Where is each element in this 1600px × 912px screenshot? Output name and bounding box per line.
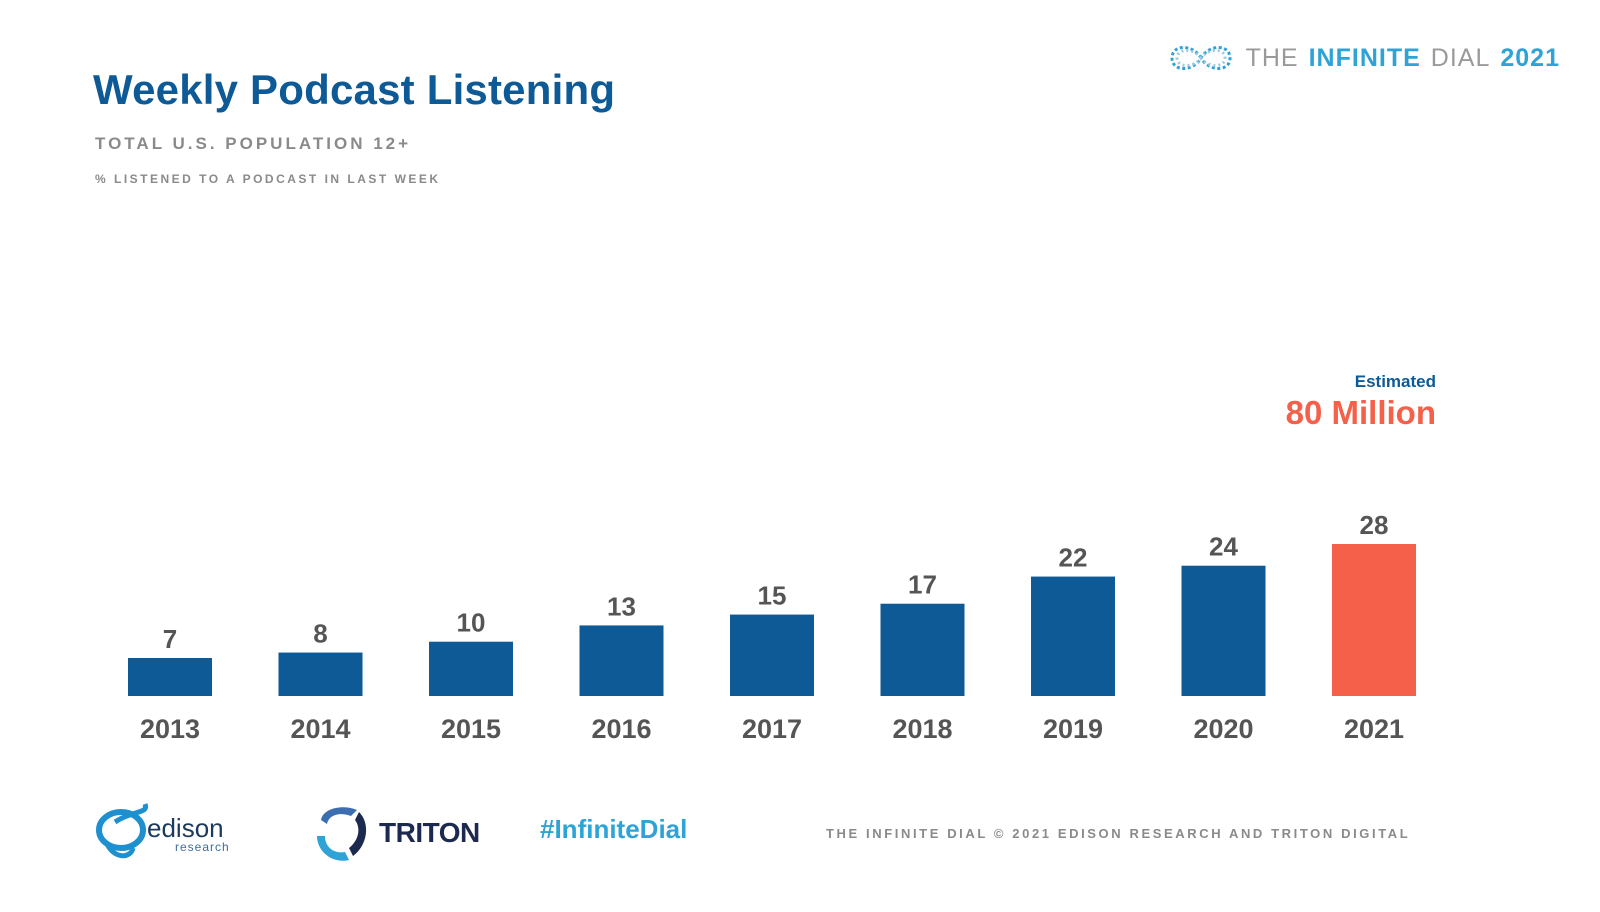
bar-value-label: 8 <box>313 619 327 649</box>
estimate-value: 80 Million <box>1285 394 1436 431</box>
triton-digital-logo: TRITON <box>313 802 480 864</box>
estimate-label: Estimated <box>1354 372 1436 391</box>
x-tick-label: 2021 <box>1344 714 1404 744</box>
x-tick-label: 2016 <box>591 714 651 744</box>
bar-value-label: 17 <box>908 570 937 600</box>
bar-value-label: 13 <box>607 591 636 621</box>
bar-value-label: 10 <box>457 608 486 638</box>
edison-wordmark: edison <box>147 813 224 843</box>
chart-subtitle: TOTAL U.S. POPULATION 12+ <box>95 134 412 153</box>
x-tick-label: 2018 <box>892 714 952 744</box>
chart-measure-description: % LISTENED TO A PODCAST IN LAST WEEK <box>95 172 441 186</box>
bar-2017 <box>730 614 814 696</box>
page-title: Weekly Podcast Listening <box>93 66 616 113</box>
x-tick-label: 2015 <box>441 714 501 744</box>
copyright-text: THE INFINITE DIAL © 2021 EDISON RESEARCH… <box>826 826 1411 841</box>
triton-wordmark: TRITON <box>379 817 480 848</box>
bar-2020 <box>1181 565 1266 696</box>
brand-the: THE <box>1245 43 1299 72</box>
infinity-icon <box>1170 46 1232 70</box>
triton-mark-icon <box>317 807 367 861</box>
x-tick-label: 2020 <box>1193 714 1253 744</box>
bar-2014 <box>278 652 363 696</box>
brand-year: 2021 <box>1500 43 1560 72</box>
bar-value-label: 22 <box>1059 543 1088 573</box>
estimate-callout: Estimated 80 Million <box>1286 372 1436 432</box>
infinite-dial-logo: THE INFINITE DIAL 2021 <box>1166 38 1560 78</box>
hashtag-link[interactable]: #InfiniteDial <box>540 814 688 844</box>
x-tick-label: 2013 <box>140 714 200 744</box>
bar-2016 <box>579 625 664 696</box>
edison-subtext: research <box>175 840 230 854</box>
edison-swirl-icon <box>96 803 149 859</box>
brand-infinite: INFINITE <box>1308 43 1421 72</box>
bar-2018 <box>880 603 965 696</box>
footer: edison research TRITON #InfiniteDial THE… <box>0 800 1600 880</box>
brand-dial: DIAL <box>1430 43 1491 72</box>
bar-value-label: 7 <box>163 624 177 654</box>
bar-value-label: 15 <box>758 581 787 611</box>
bar-value-label: 28 <box>1360 510 1389 540</box>
bar-2021 <box>1332 544 1416 696</box>
x-tick-label: 2019 <box>1043 714 1103 744</box>
bar-value-label: 24 <box>1209 532 1238 562</box>
bar-2015 <box>429 641 513 696</box>
x-tick-label: 2014 <box>290 714 350 744</box>
x-tick-label: 2017 <box>742 714 802 744</box>
bar-2019 <box>1031 576 1115 696</box>
edison-research-logo: edison research <box>93 800 230 864</box>
bar-2013 <box>128 658 212 696</box>
